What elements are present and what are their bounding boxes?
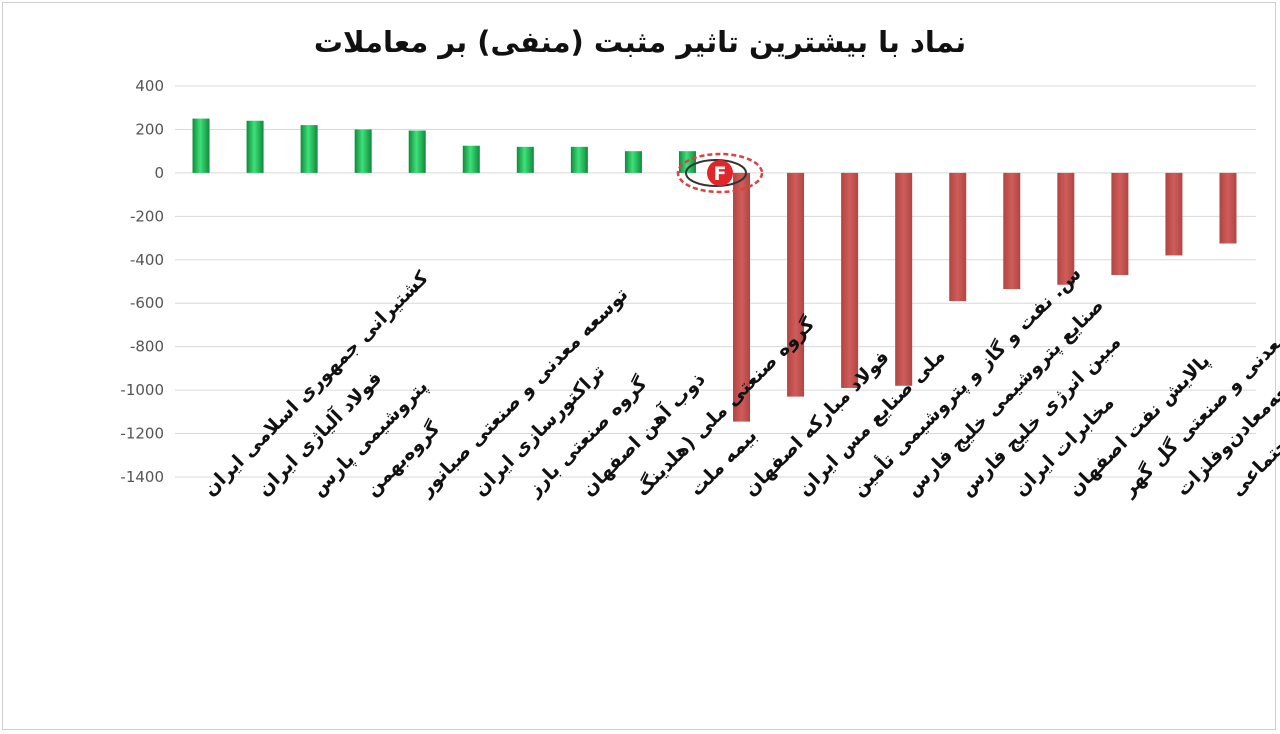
y-tick-label: 0 — [154, 164, 164, 182]
bar-positive — [624, 151, 642, 173]
bar-positive — [354, 129, 372, 173]
bar-positive — [300, 125, 318, 173]
bar-negative — [1111, 172, 1129, 275]
chart-title: نماد با بیشترین تاثیر مثبت (منفی) بر معا… — [314, 25, 966, 59]
bar-positive — [192, 118, 210, 173]
bar-negative — [949, 172, 967, 302]
bar-negative — [1219, 172, 1237, 244]
bar-positive — [462, 145, 480, 173]
y-tick-label: -1400 — [120, 468, 164, 486]
y-tick-label: -400 — [130, 251, 164, 269]
bar-positive — [570, 146, 588, 173]
svg-text:F: F — [714, 163, 727, 185]
watermark-logo: F — [676, 152, 764, 194]
bar-negative — [787, 172, 805, 397]
y-axis: 400 200 0 -200 -400 -600 -800 -1000 -1200 -1400 — [120, 77, 164, 486]
y-tick-label: -200 — [130, 207, 164, 225]
bars — [192, 118, 1237, 422]
y-tick-label: 400 — [135, 77, 164, 95]
y-tick-label: 200 — [135, 120, 164, 138]
y-tick-label: -800 — [130, 338, 164, 356]
bar-positive — [516, 146, 534, 173]
bar-negative — [895, 172, 913, 386]
bar-positive — [408, 130, 426, 173]
bar-negative — [1165, 172, 1183, 256]
bar-negative — [1057, 172, 1075, 285]
grid-lines — [175, 85, 1256, 478]
x-tick-label: صنایع پتروشیمی خلیج فارس — [902, 294, 1108, 500]
y-tick-label: -1000 — [120, 381, 164, 399]
bar-negative — [1003, 172, 1021, 290]
bar-negative — [841, 172, 859, 388]
bar-negative — [733, 172, 751, 422]
y-tick-label: -1200 — [120, 425, 164, 443]
bar-positive — [246, 120, 264, 173]
y-tick-label: -600 — [130, 294, 164, 312]
